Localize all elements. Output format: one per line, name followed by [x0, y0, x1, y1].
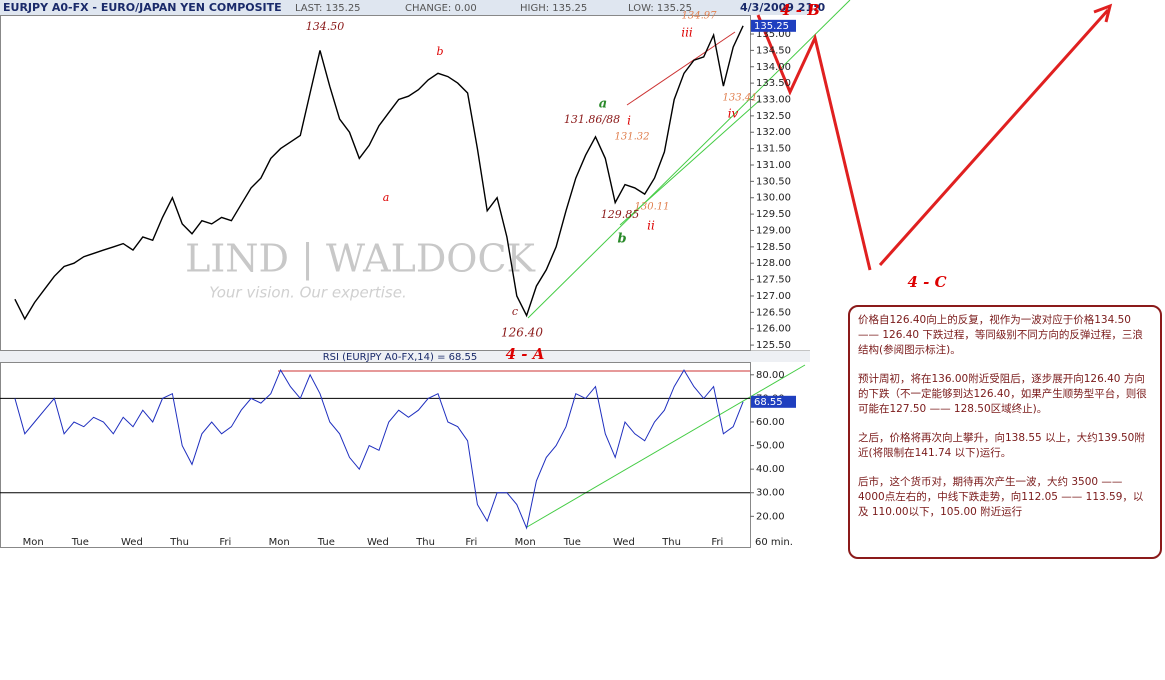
wave-annotation: iv [728, 107, 739, 121]
x-tick-label: Thu [661, 537, 681, 548]
y-tick-label: 127.00 [756, 291, 791, 302]
x-tick-label: Tue [563, 537, 581, 548]
y-tick-label: 127.50 [756, 275, 791, 286]
header-low: LOW: 135.25 [628, 3, 692, 14]
wave-annotation: 131.32 [615, 132, 650, 143]
channel-line [626, 31, 736, 106]
rsi-trend-line [526, 364, 806, 528]
wave-annotation: i [627, 114, 631, 128]
wave-annotation: b [436, 45, 443, 58]
x-tick-label: Wed [613, 537, 635, 548]
y-tick-label: 130.50 [756, 176, 791, 187]
forecast-arrow [878, 9, 1110, 266]
price-line [14, 25, 744, 321]
last-value-badge [751, 395, 796, 408]
wave-annotation: 134.50 [306, 20, 345, 33]
x-tick-label: Thu [169, 537, 189, 548]
y-tick-label: 40.00 [756, 464, 785, 475]
wave-annotation: iii [681, 26, 693, 40]
wave-annotation: 129.85 [601, 208, 640, 221]
y-tick-label: 126.00 [756, 324, 791, 335]
note-paragraph: 后市，这个货币对，期待再次产生一波，大约 3500 —— 4000点左右的，中线… [858, 476, 1144, 518]
trend-line [619, 99, 761, 226]
wave-annotation: b [617, 232, 626, 247]
rsi-title-bar [0, 351, 810, 362]
y-tick-label: 80.00 [756, 370, 785, 381]
x-tick-label: Fri [711, 537, 723, 548]
arrow-head [1093, 3, 1113, 23]
x-tick-label: Thu [415, 537, 435, 548]
note-paragraph: 价格自126.40向上的反复，视作为一波对应于价格134.50 —— 126.4… [858, 314, 1143, 356]
header-change: CHANGE: 0.00 [405, 3, 477, 14]
wave-annotation: 130.11 [635, 202, 670, 213]
y-tick-label: 133.00 [756, 95, 791, 106]
wave-annotation: 126.40 [501, 326, 543, 340]
x-tick-label: Wed [367, 537, 389, 548]
y-tick-label: 134.50 [756, 45, 791, 56]
y-tick-label: 30.00 [756, 488, 785, 499]
rsi-panel [0, 362, 751, 548]
wave-annotation: 134.97 [682, 11, 718, 22]
y-tick-label: 135.00 [756, 29, 791, 40]
forecast-path [756, 14, 872, 271]
wave-annotation: 4 - A [506, 345, 545, 363]
last-value-label: 68.55 [754, 397, 783, 408]
header-datetime: 4/3/2009 21:0 [740, 1, 825, 14]
last-value-label: 135.25 [754, 21, 789, 32]
wave-annotation: c [512, 305, 518, 318]
y-tick-label: 50.00 [756, 441, 785, 452]
header-title: EURJPY A0-FX - EURO/JAPAN YEN COMPOSITE [3, 1, 282, 14]
x-tick-label: Tue [71, 537, 89, 548]
y-tick-label: 130.00 [756, 193, 791, 204]
x-tick-label: Wed [121, 537, 143, 548]
x-tick-label: Fri [219, 537, 231, 548]
trend-line [527, 0, 851, 319]
y-tick-label: 126.50 [756, 307, 791, 318]
y-tick-label: 20.00 [756, 511, 785, 522]
watermark-slogan: Your vision. Our expertise. [209, 284, 407, 302]
y-tick-label: 132.00 [756, 127, 791, 138]
y-tick-label: 134.00 [756, 62, 791, 73]
note-paragraph: 之后，价格将再次向上攀升，向138.55 以上，大约139.50附近(将限制在1… [858, 432, 1145, 459]
wave-annotation: 133.41 [723, 93, 758, 104]
wave-annotation: 4 - B [780, 1, 820, 19]
x-tick-label: Mon [515, 537, 536, 548]
header-bar [0, 0, 810, 15]
y-tick-label: 125.50 [756, 340, 791, 351]
x-tick-label: Tue [317, 537, 335, 548]
y-tick-label: 131.50 [756, 144, 791, 155]
x-tick-label: Mon [269, 537, 290, 548]
y-tick-label: 128.00 [756, 258, 791, 269]
x-tick-label: Mon [23, 537, 44, 548]
price-line [14, 368, 744, 530]
wave-annotation: a [383, 191, 390, 204]
y-tick-label: 60.00 [756, 417, 785, 428]
header-high: HIGH: 135.25 [520, 3, 587, 14]
x-tick-label: Fri [465, 537, 477, 548]
y-tick-label: 133.50 [756, 78, 791, 89]
y-tick-label: 129.00 [756, 225, 791, 236]
watermark-brand: LIND | WALDOCK [185, 237, 535, 281]
note-paragraph: 预计周初，将在136.00附近受阻后，逐步展开向126.40 方向的下跌（不一定… [858, 373, 1147, 415]
rsi-title: RSI (EURJPY A0-FX,14) = 68.55 [323, 352, 478, 363]
y-tick-label: 129.50 [756, 209, 791, 220]
header-last: LAST: 135.25 [295, 3, 361, 14]
wave-annotation: ii [647, 219, 655, 233]
notes-box: 价格自126.40向上的反复，视作为一波对应于价格134.50 —— 126.4… [848, 305, 1162, 559]
x-axis-label: 60 min. [755, 537, 793, 548]
y-tick-label: 132.50 [756, 111, 791, 122]
y-tick-label: 128.50 [756, 242, 791, 253]
last-value-badge [751, 19, 796, 32]
wave-annotation: 131.86/88 [564, 113, 620, 126]
y-tick-label: 131.00 [756, 160, 791, 171]
wave-annotation: 4 - C [907, 273, 946, 291]
wave-annotation: a [599, 97, 607, 112]
